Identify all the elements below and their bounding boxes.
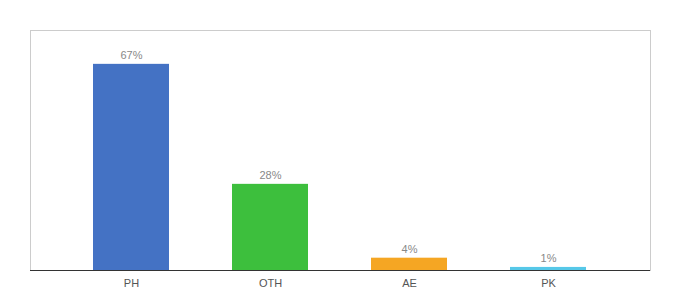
svg-text:1%: 1%: [541, 252, 557, 264]
svg-text:28%: 28%: [259, 169, 281, 181]
svg-text:67%: 67%: [120, 49, 142, 61]
svg-text:4%: 4%: [402, 243, 418, 255]
svg-text:PH: PH: [124, 277, 139, 289]
svg-text:PK: PK: [541, 277, 556, 289]
svg-text:OTH: OTH: [259, 277, 282, 289]
svg-text:AE: AE: [402, 277, 417, 289]
